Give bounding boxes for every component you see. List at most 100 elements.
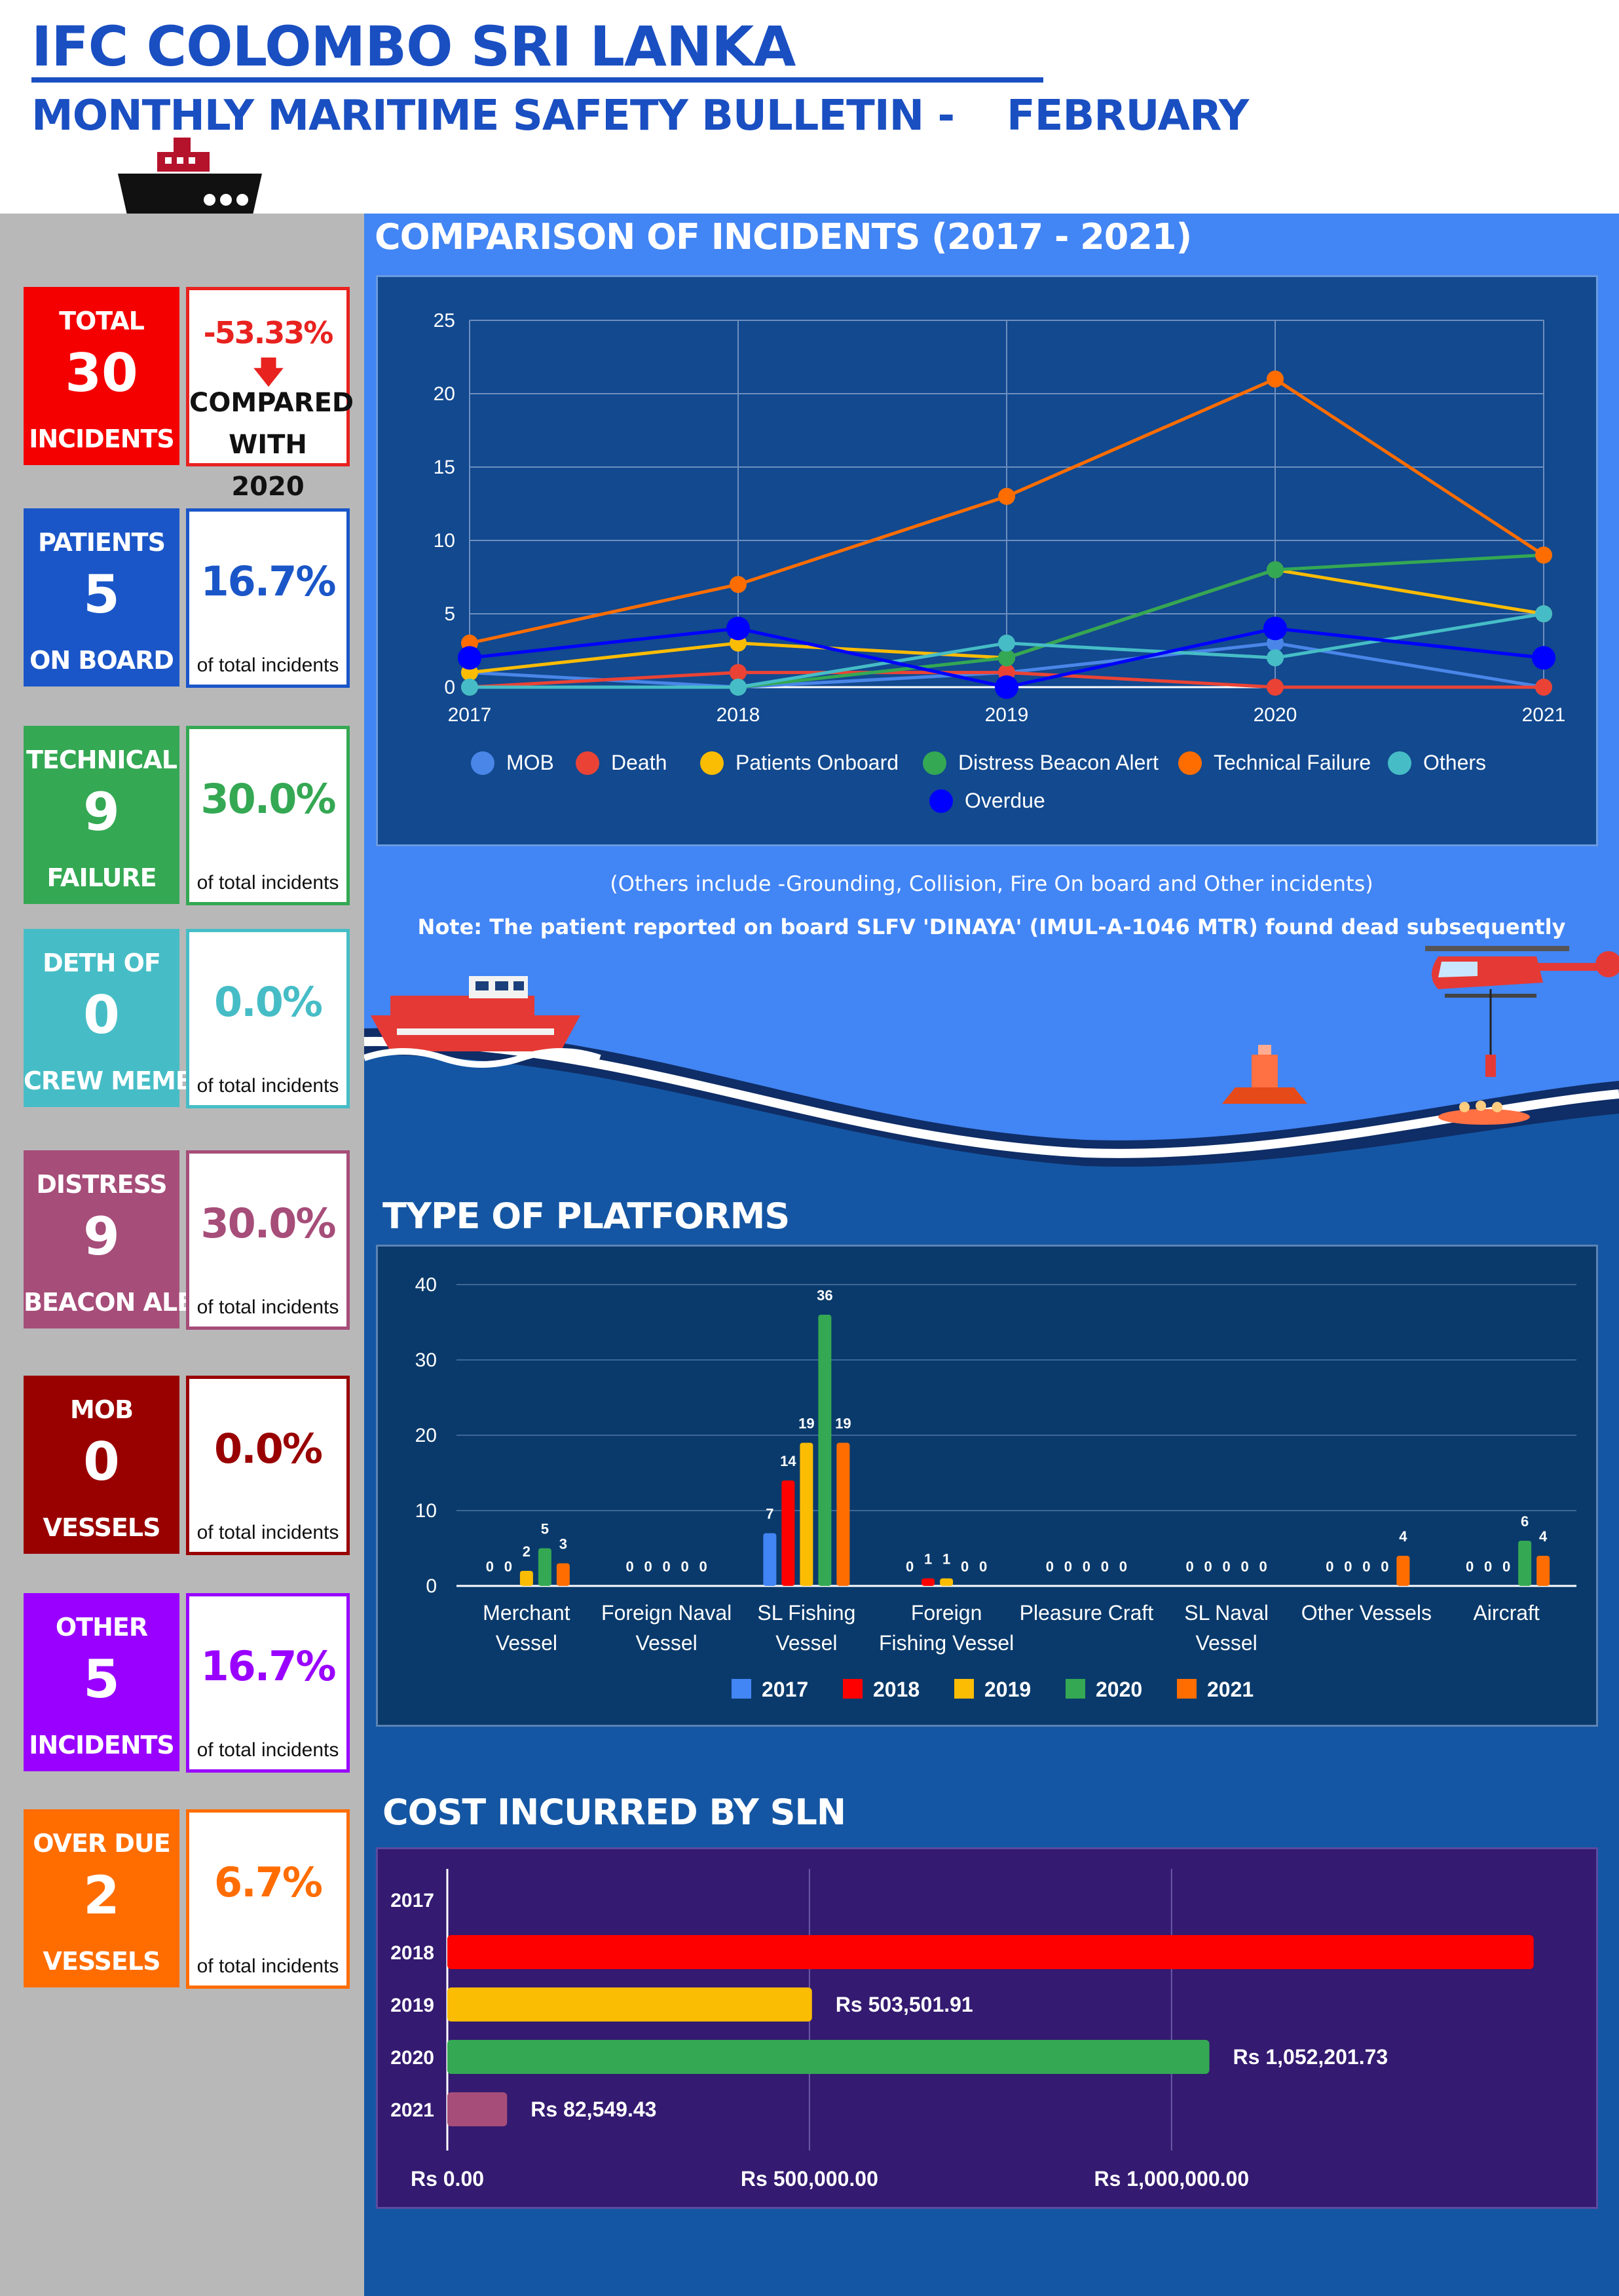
death-percent-card: 0.0% of total incidents xyxy=(186,929,350,1108)
bar xyxy=(836,1442,850,1586)
x-tick-label: Rs 0.00 xyxy=(411,2167,484,2191)
incidents-section-title: COMPARISON OF INCIDENTS (2017 - 2021) xyxy=(375,216,1192,257)
overdue-card: OVER DUE 2 VESSELS xyxy=(24,1809,179,1987)
lifeboat-icon xyxy=(364,976,601,1068)
mob-percent: 0.0% xyxy=(214,1425,323,1473)
data-point xyxy=(995,675,1018,699)
category-label: Foreign Naval xyxy=(601,1601,732,1625)
bar-value-label: 5 xyxy=(541,1521,549,1537)
helicopter-icon xyxy=(1425,946,1619,1077)
bar xyxy=(1536,1556,1550,1586)
x-tick-label: 2017 xyxy=(448,704,492,726)
bar-value-label: 0 xyxy=(1344,1558,1352,1575)
legend-label: 2021 xyxy=(1207,1678,1254,1701)
data-point xyxy=(1535,605,1552,622)
bar-value-label: 0 xyxy=(1083,1558,1090,1575)
bar-value-label: 0 xyxy=(1362,1558,1370,1575)
patients-percent-card: 16.7% of total incidents xyxy=(186,508,350,688)
other-of-text: of total incidents xyxy=(196,1739,339,1761)
y-tick-label: 0 xyxy=(426,1575,437,1597)
distress-value: 9 xyxy=(83,1206,120,1267)
category-label: Foreign xyxy=(911,1601,982,1625)
technical-percent-card: 30.0% of total incidents xyxy=(186,726,350,905)
bar-value-label: 0 xyxy=(644,1558,652,1575)
technical-card: TECHNICAL 9 FAILURE xyxy=(24,726,179,904)
distress-of-text: of total incidents xyxy=(196,1296,339,1318)
total-incidents-card: TOTAL 30 INCIDENTS xyxy=(24,287,179,465)
death-label-top: DETH OF xyxy=(43,949,161,977)
bar-value-label: 0 xyxy=(961,1558,969,1575)
data-point xyxy=(730,576,747,593)
bar xyxy=(538,1548,551,1586)
category-label: Vessel xyxy=(775,1631,837,1655)
legend-label: Death xyxy=(611,751,667,774)
x-tick-label: 2021 xyxy=(1522,704,1566,726)
data-point xyxy=(1267,679,1284,696)
data-point xyxy=(1535,546,1552,564)
legend-marker xyxy=(1177,1679,1197,1699)
mob-label-bottom: VESSELS xyxy=(43,1513,161,1542)
legend-label: 2017 xyxy=(762,1678,808,1701)
bar xyxy=(1396,1556,1410,1586)
overdue-percent-card: 6.7% of total incidents xyxy=(186,1809,350,1989)
distress-label-top: DISTRESS xyxy=(36,1170,167,1199)
x-tick-label: 2018 xyxy=(716,704,760,726)
comparison-value: -53.33% 🡇 xyxy=(189,315,346,402)
total-label-bottom: INCIDENTS xyxy=(29,424,175,453)
bar xyxy=(800,1442,813,1586)
bar-value-label: 19 xyxy=(835,1416,851,1432)
legend-label: Distress Beacon Alert xyxy=(958,751,1159,774)
patients-percent: 16.7% xyxy=(200,557,336,605)
y-tick-label: 10 xyxy=(415,1500,437,1522)
bar-value-label: 0 xyxy=(906,1558,914,1575)
category-label: Fishing Vessel xyxy=(879,1631,1014,1655)
death-card: DETH OF 0 CREW MEMBER xyxy=(24,929,229,1107)
technical-of-text: of total incidents xyxy=(196,872,339,894)
category-label: Other Vessels xyxy=(1301,1601,1432,1625)
patient-note: Note: The patient reported on board SLFV… xyxy=(417,914,1566,939)
data-point xyxy=(458,646,481,670)
bar xyxy=(1518,1541,1532,1586)
other-value: 5 xyxy=(83,1649,120,1710)
y-tick-label: 40 xyxy=(415,1274,437,1296)
legend-marker xyxy=(700,751,724,775)
mob-card: MOB 0 VESSELS xyxy=(24,1376,179,1554)
bar-value-label: Rs 503,501.91 xyxy=(836,1993,973,2016)
distress-card: DISTRESS 9 BEACON ALERT xyxy=(24,1150,228,1328)
data-point xyxy=(1535,679,1552,696)
legend-label: 2020 xyxy=(1096,1678,1142,1701)
death-value: 0 xyxy=(83,985,120,1045)
bar xyxy=(818,1315,832,1586)
bar-value-label: 1 xyxy=(942,1551,950,1568)
platforms-chart-panel: 0 10 20 30 40 Merchant Vessel 0 0 2 5 3 Foreign Nava… xyxy=(376,1245,1598,1727)
data-point xyxy=(1263,616,1287,641)
bar xyxy=(556,1563,570,1586)
data-point xyxy=(730,679,747,696)
other-label-bottom: INCIDENTS xyxy=(29,1731,175,1760)
technical-percent: 30.0% xyxy=(200,775,336,823)
legend-marker xyxy=(1178,751,1202,775)
bar xyxy=(447,1935,1534,1969)
legend-label: Overdue xyxy=(965,789,1045,812)
legend-label: Patients Onboard xyxy=(735,751,899,774)
patients-value: 5 xyxy=(83,564,120,625)
death-of-text: of total incidents xyxy=(196,1075,339,1097)
bar-value-label: 0 xyxy=(1119,1558,1127,1575)
legend-label: Technical Failure xyxy=(1214,751,1371,774)
data-point xyxy=(1267,649,1284,667)
legend-marker xyxy=(929,789,953,813)
bar xyxy=(940,1578,954,1586)
death-label-bottom: CREW MEMBER xyxy=(24,1066,229,1095)
bar xyxy=(519,1571,533,1586)
bar-value-label: 0 xyxy=(1502,1558,1510,1575)
y-tick-label: 0 xyxy=(444,677,455,698)
category-label: Pleasure Craft xyxy=(1020,1601,1154,1625)
patients-card: PATIENTS 5 ON BOARD xyxy=(24,508,179,687)
bar-value-label: 0 xyxy=(504,1558,512,1575)
other-percent: 16.7% xyxy=(200,1642,336,1690)
legend-marker xyxy=(923,751,946,775)
bar-value-label: 7 xyxy=(766,1506,773,1522)
y-tick-label: 10 xyxy=(434,530,455,552)
mob-percent-card: 0.0% of total incidents xyxy=(186,1376,350,1555)
bar-value-label: 1 xyxy=(924,1551,932,1568)
